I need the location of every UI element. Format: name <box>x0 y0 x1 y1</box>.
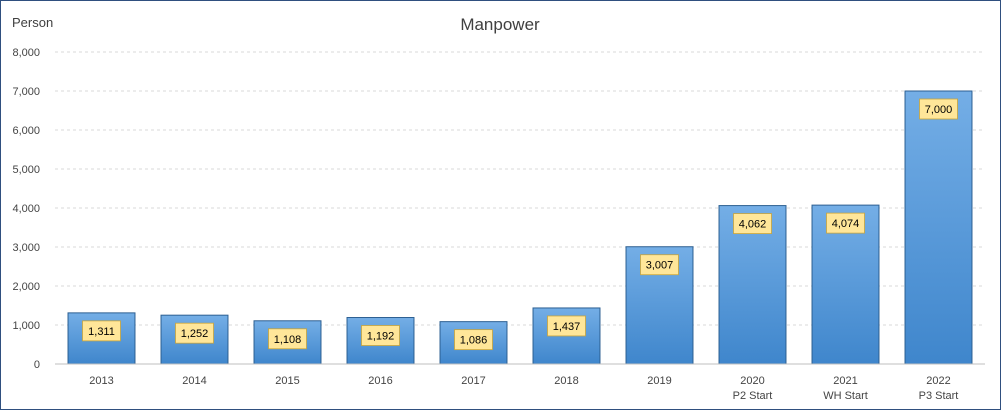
data-label-box <box>547 315 586 337</box>
x-tick-label: 2013 <box>89 375 113 387</box>
y-tick-label: 6,000 <box>12 125 40 137</box>
x-tick-label: 2021 <box>833 375 857 387</box>
x-tick-label: 2019 <box>647 375 671 387</box>
data-label: 1,252 <box>181 328 209 340</box>
bar <box>904 90 973 365</box>
x-tick-sublabel: P2 Start <box>733 390 773 402</box>
y-tick-label: 7,000 <box>12 86 40 98</box>
data-label: 4,062 <box>739 219 767 231</box>
data-label-box <box>733 213 772 234</box>
data-label-box <box>175 322 214 344</box>
data-label: 7,000 <box>925 104 953 116</box>
data-label-box <box>919 98 958 120</box>
y-tick-label: 0 <box>34 359 40 371</box>
data-label: 4,074 <box>832 218 860 230</box>
data-label: 1,311 <box>88 326 115 338</box>
data-label-box <box>640 254 679 276</box>
chart-title: Manpower <box>460 15 540 34</box>
x-tick-sublabel: P3 Start <box>919 390 959 402</box>
x-tick-label: 2022 <box>926 375 950 387</box>
data-label: 1,086 <box>460 335 488 347</box>
data-label-box <box>268 328 307 350</box>
x-axis-ticks: 2013 2014 2015 2016 2017 2018 2019 2020 P2 Start… <box>89 375 958 402</box>
y-tick-label: 2,000 <box>12 281 40 293</box>
x-tick-sublabel: WH Start <box>823 390 868 402</box>
data-label: 1,192 <box>367 331 395 343</box>
x-tick-label: 2015 <box>275 375 299 387</box>
y-tick-label: 4,000 <box>12 203 40 215</box>
data-label-box <box>454 329 493 351</box>
data-label: 1,437 <box>553 321 581 333</box>
y-axis-ticks: 0 1,000 2,000 3,000 4,000 5,000 6,000 7,000 8,00… <box>12 47 40 371</box>
data-label-box <box>82 320 121 342</box>
x-tick-label: 2016 <box>368 375 392 387</box>
x-tick-label: 2017 <box>461 375 485 387</box>
y-axis-label: Person <box>12 15 53 30</box>
y-tick-label: 3,000 <box>12 242 40 254</box>
data-label-box <box>826 212 865 234</box>
y-tick-label: 1,000 <box>12 320 40 332</box>
y-tick-label: 5,000 <box>12 164 40 176</box>
x-tick-label: 2018 <box>554 375 578 387</box>
x-tick-label: 2014 <box>182 375 206 387</box>
data-label: 1,108 <box>274 334 302 346</box>
data-labels: 1,311 1,252 1,108 1,192 1,086 1,437 3,007 4,062… <box>82 98 958 351</box>
x-tick-label: 2020 <box>740 375 764 387</box>
y-tick-label: 8,000 <box>12 47 40 59</box>
data-label-box <box>361 325 400 346</box>
data-label: 3,007 <box>646 260 674 272</box>
